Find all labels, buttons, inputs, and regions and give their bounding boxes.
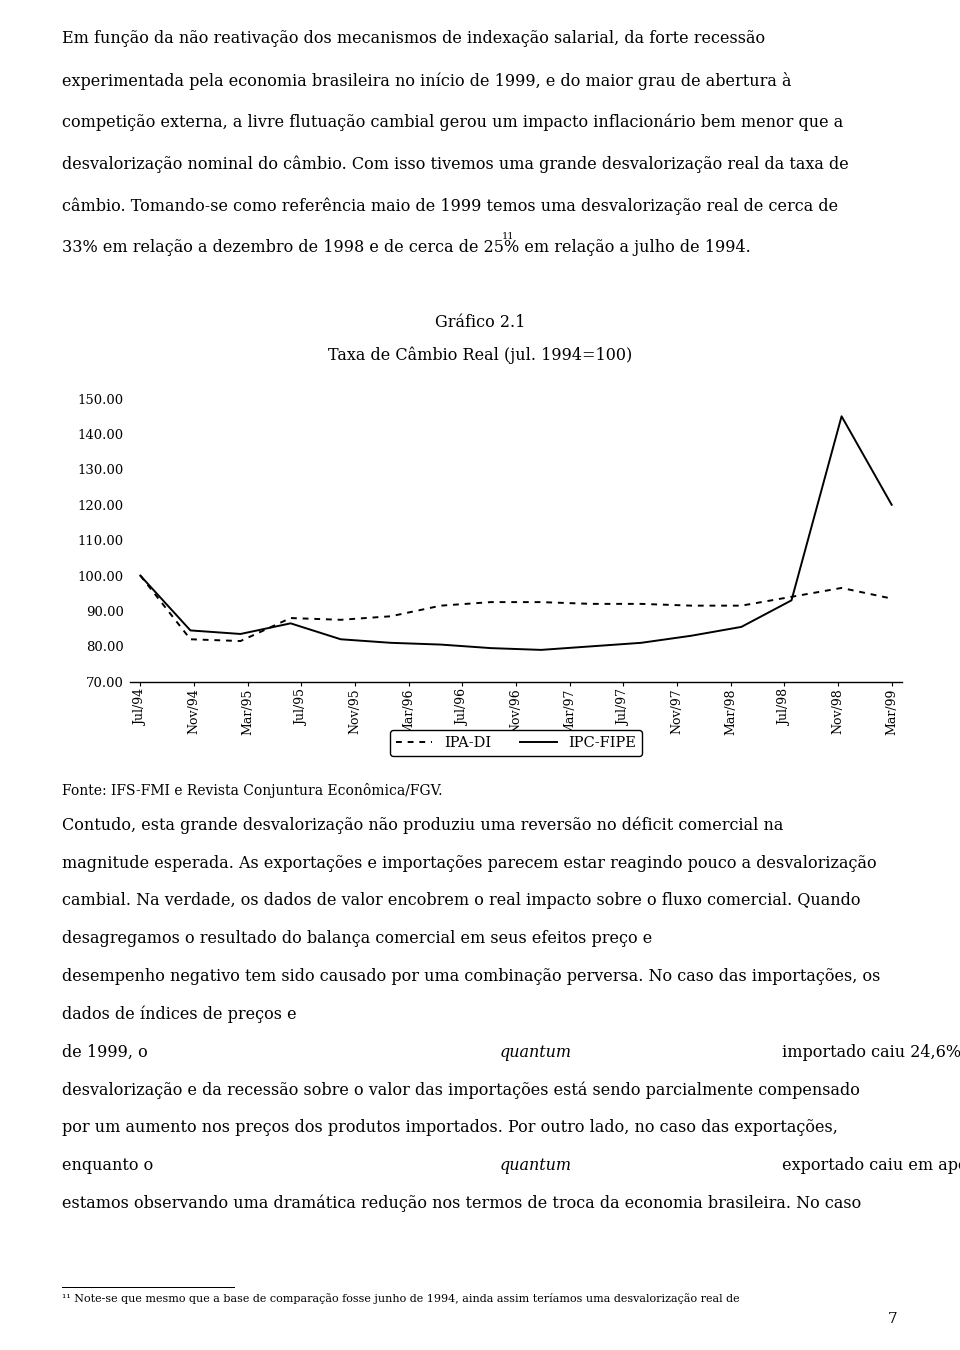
Text: experimentada pela economia brasileira no início de 1999, e do maior grau de abe: experimentada pela economia brasileira n… <box>62 72 792 89</box>
Legend: IPA-DI, IPC-FIPE: IPA-DI, IPC-FIPE <box>390 730 642 756</box>
Text: cambial. Na verdade, os dados de valor encobrem o real impacto sobre o fluxo com: cambial. Na verdade, os dados de valor e… <box>62 892 861 910</box>
Text: de 1999, o: de 1999, o <box>62 1044 154 1061</box>
Text: desempenho negativo tem sido causado por uma combinação perversa. No caso das im: desempenho negativo tem sido causado por… <box>62 968 880 986</box>
Text: Gráfico 2.1: Gráfico 2.1 <box>435 313 525 331</box>
Text: 7: 7 <box>888 1312 898 1326</box>
Text: câmbio. Tomando-se como referência maio de 1999 temos uma desvalorização real de: câmbio. Tomando-se como referência maio … <box>62 197 838 215</box>
Text: ¹¹ Note-se que mesmo que a base de comparação fosse junho de 1994, ainda assim t: ¹¹ Note-se que mesmo que a base de compa… <box>62 1293 740 1304</box>
Text: Contudo, esta grande desvalorização não produziu uma reversão no déficit comerci: Contudo, esta grande desvalorização não … <box>62 817 783 834</box>
Text: enquanto o: enquanto o <box>62 1157 158 1174</box>
Text: desagregamos o resultado do balança comercial em seus efeitos preço e: desagregamos o resultado do balança come… <box>62 930 658 948</box>
Text: 11: 11 <box>502 232 515 242</box>
Text: competição externa, a livre flutuação cambial gerou um impacto inflacionário bem: competição externa, a livre flutuação ca… <box>62 113 844 131</box>
Text: magnitude esperada. As exportações e importações parecem estar reagindo pouco a : magnitude esperada. As exportações e imp… <box>62 855 877 872</box>
Text: exportado caiu em apenas 1,7%, os preços das caíram 12,7%. Em resumo,: exportado caiu em apenas 1,7%, os preços… <box>777 1157 960 1174</box>
Text: quantum: quantum <box>499 1044 571 1061</box>
Text: desvalorização nominal do câmbio. Com isso tivemos uma grande desvalorização rea: desvalorização nominal do câmbio. Com is… <box>62 155 850 173</box>
Text: desvalorização e da recessão sobre o valor das importações está sendo parcialmen: desvalorização e da recessão sobre o val… <box>62 1081 860 1099</box>
Text: Em função da não reativação dos mecanismos de indexação salarial, da forte reces: Em função da não reativação dos mecanism… <box>62 30 765 47</box>
Text: dados de índices de preços e: dados de índices de preços e <box>62 1006 302 1023</box>
Text: Taxa de Câmbio Real (jul. 1994=100): Taxa de Câmbio Real (jul. 1994=100) <box>328 347 632 364</box>
Text: estamos observando uma dramática redução nos termos de troca da economia brasile: estamos observando uma dramática redução… <box>62 1195 862 1212</box>
Text: quantum: quantum <box>499 1157 571 1174</box>
Text: por um aumento nos preços dos produtos importados. Por outro lado, no caso das e: por um aumento nos preços dos produtos i… <box>62 1119 838 1137</box>
Text: 33% em relação a dezembro de 1998 e de cerca de 25% em relação a julho de 1994.: 33% em relação a dezembro de 1998 e de c… <box>62 239 751 256</box>
Text: Fonte: IFS-FMI e Revista Conjuntura Econômica/FGV.: Fonte: IFS-FMI e Revista Conjuntura Econ… <box>62 783 443 798</box>
Text: importado caiu 24,6%, enquanto os preços subiram 5,6%. Assim, o efeito da: importado caiu 24,6%, enquanto os preços… <box>777 1044 960 1061</box>
